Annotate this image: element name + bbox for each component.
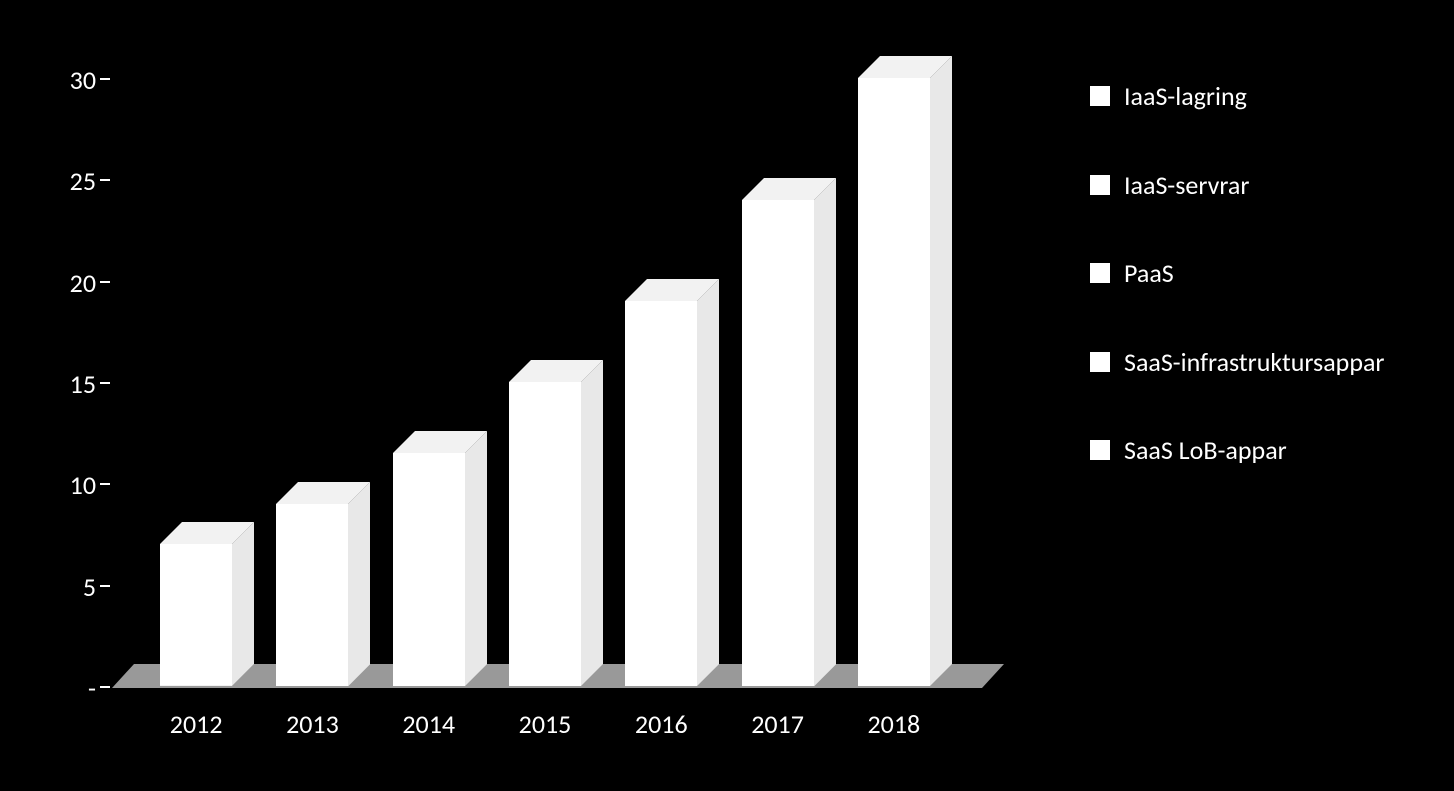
bar [509, 360, 603, 686]
plot-area: -51015202530 2012 2013 2014 2015 2016 [110, 60, 980, 690]
y-tick-label: - [88, 672, 110, 704]
y-tick-label: 5 [83, 571, 110, 603]
bar [858, 56, 952, 686]
x-tick-label: 2013 [286, 690, 339, 740]
y-tick-label: 10 [70, 469, 110, 501]
x-tick-label: 2016 [635, 690, 688, 740]
y-tick-label: 30 [70, 64, 110, 96]
legend-swatch [1090, 263, 1110, 283]
chart-container: - 5 10 15 20 25 30 2012 2013 2014 2015 2016 [0, 0, 1454, 791]
legend-swatch [1090, 86, 1110, 106]
x-tick-label: 2015 [519, 690, 572, 740]
legend-label: IaaS-lagring [1124, 80, 1247, 113]
y-tick-label: 25 [70, 165, 110, 197]
x-tick-label: 2017 [751, 690, 804, 740]
legend-label: IaaS-servrar [1124, 169, 1249, 202]
y-tick-label: 20 [70, 267, 110, 299]
legend-item: SaaS-infrastruktursappar [1090, 346, 1430, 379]
x-axis [110, 686, 982, 688]
y-tick-label: 15 [70, 368, 110, 400]
legend-item: IaaS-lagring [1090, 80, 1430, 113]
bar [160, 522, 254, 686]
bar [742, 178, 836, 686]
legend-item: PaaS [1090, 257, 1430, 290]
bar [276, 482, 370, 686]
legend-label: SaaS LoB-appar [1124, 434, 1287, 467]
legend-swatch [1090, 440, 1110, 460]
x-tick-label: 2014 [402, 690, 455, 740]
legend-item: SaaS LoB-appar [1090, 434, 1430, 467]
bar [393, 431, 487, 686]
legend-label: SaaS-infrastruktursappar [1124, 346, 1385, 379]
legend-label: PaaS [1124, 257, 1174, 290]
x-tick-label: 2012 [170, 690, 223, 740]
bar [625, 279, 719, 686]
x-tick-label: 2018 [867, 690, 920, 740]
legend-item: IaaS-servrar [1090, 169, 1430, 202]
legend-swatch [1090, 352, 1110, 372]
legend-swatch [1090, 175, 1110, 195]
legend: IaaS-lagring IaaS-servrar PaaS SaaS-infrast… [1090, 80, 1430, 523]
